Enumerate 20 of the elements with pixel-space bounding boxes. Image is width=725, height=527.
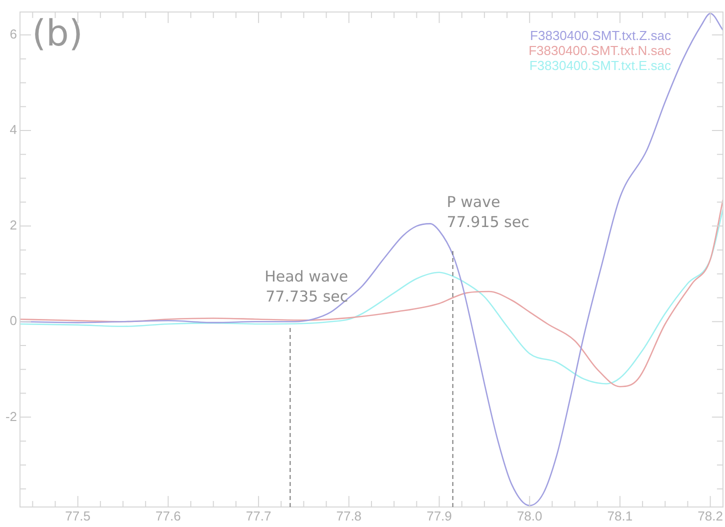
x-tick-label: 77.9 (426, 508, 452, 524)
x-tick-label: 77.8 (336, 508, 362, 524)
x-tick-label: 77.7 (246, 508, 272, 524)
y-tick-label: 0 (10, 313, 17, 328)
y-tick-label: 4 (10, 122, 17, 138)
y-tick-label: 2 (10, 218, 17, 233)
annotation: (b) (32, 13, 83, 54)
y-tick-label: -2 (5, 408, 17, 424)
x-tick-label: 78.0 (516, 508, 542, 524)
y-tick-label: 6 (10, 26, 17, 42)
x-tick-label: 77.5 (65, 508, 90, 524)
x-tick-label: 78.1 (607, 508, 633, 524)
series-label: F3830400.SMT.txt.Z.sac (530, 28, 672, 44)
text: F3830400.SMT.txt.N.sac (528, 43, 672, 58)
text: F3830400.SMT.txt.E.sac (529, 58, 672, 74)
line-series (20, 12, 723, 506)
ref-line-label: P wave 77.915 sec (446, 193, 530, 231)
x-tick-label: 78.2 (698, 508, 723, 524)
ref-line-label: Head wave 77.735 sec (264, 268, 348, 306)
x-tick-label: 77.6 (156, 508, 181, 524)
